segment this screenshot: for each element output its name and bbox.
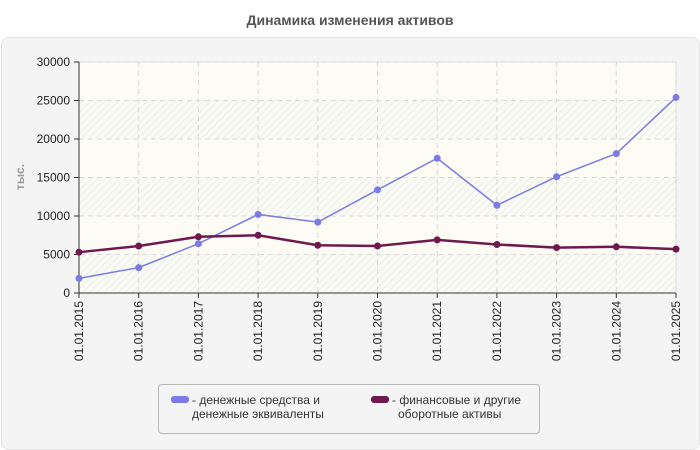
y-tick-label: 30000 <box>37 55 71 69</box>
data-point-marker <box>135 242 143 250</box>
legend-label: - финансовые и другие <box>392 393 521 407</box>
data-point-marker <box>612 150 620 158</box>
data-point-marker <box>314 218 322 226</box>
x-tick-label: 01.01.2015 <box>72 301 86 361</box>
data-point-marker <box>254 231 262 239</box>
x-tick-label: 01.01.2023 <box>550 301 564 361</box>
x-tick-label: 01.01.2022 <box>490 301 504 361</box>
axes <box>74 61 677 298</box>
data-point-marker <box>433 236 441 244</box>
y-tick-label: 0 <box>63 286 70 300</box>
y-tick-label: 25000 <box>37 94 71 108</box>
data-point-marker <box>254 210 262 218</box>
legend-swatch-icon <box>171 396 189 403</box>
data-point-marker <box>135 264 143 272</box>
y-tick-label: 5000 <box>43 248 70 262</box>
y-tick-label: 20000 <box>37 132 71 146</box>
data-point-marker <box>553 173 561 181</box>
data-series <box>75 93 680 282</box>
y-tick-label: 15000 <box>37 171 71 185</box>
x-tick-label: 01.01.2020 <box>371 301 385 361</box>
legend-label: денежные эквиваленты <box>192 407 324 421</box>
gridlines <box>79 61 677 293</box>
data-point-marker <box>194 240 202 248</box>
chart-title: Динамика изменения активов <box>246 12 454 28</box>
legend-swatch-icon <box>371 396 389 403</box>
data-point-marker <box>672 93 680 101</box>
legend-label: - денежные средства и <box>192 393 320 407</box>
legend-label: оборотные активы <box>398 407 502 421</box>
data-point-marker <box>75 274 83 282</box>
axis-labels: 0 5000 10000 15000 20000 25000 30000 01.01.2015… <box>13 55 683 361</box>
data-point-marker <box>75 248 83 256</box>
data-point-marker <box>374 186 381 194</box>
x-tick-label: 01.01.2016 <box>132 301 146 361</box>
data-point-marker <box>612 243 620 251</box>
data-point-marker <box>493 201 501 209</box>
x-tick-label: 01.01.2017 <box>191 301 205 361</box>
data-point-marker <box>314 241 322 249</box>
x-tick-label: 01.01.2021 <box>430 301 444 361</box>
data-point-marker <box>493 240 501 248</box>
legend: - денежные средства и денежные эквивален… <box>158 384 540 434</box>
y-axis-label: тыс. <box>13 164 27 190</box>
x-tick-label: 01.01.2024 <box>609 301 623 361</box>
data-point-marker <box>433 154 441 162</box>
x-tick-label: 01.01.2019 <box>311 301 325 361</box>
data-point-marker <box>672 245 680 253</box>
x-tick-label: 01.01.2025 <box>669 301 683 361</box>
data-point-marker <box>194 233 202 241</box>
x-tick-label: 01.01.2018 <box>251 301 265 361</box>
data-point-marker <box>553 244 561 252</box>
y-tick-label: 10000 <box>37 209 71 223</box>
data-point-marker <box>374 242 381 250</box>
